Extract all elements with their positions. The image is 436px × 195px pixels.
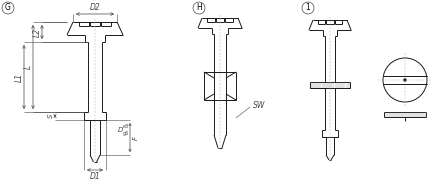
Text: S: S	[48, 114, 54, 118]
Text: F: F	[133, 136, 139, 139]
Text: 1: 1	[306, 4, 310, 12]
Circle shape	[403, 79, 406, 82]
Text: L2: L2	[33, 27, 41, 37]
Text: g6: g6	[123, 131, 129, 136]
Text: L: L	[24, 65, 33, 69]
Text: D1: D1	[90, 172, 100, 181]
Text: H: H	[196, 4, 202, 12]
Text: L1: L1	[14, 72, 24, 82]
Text: D2: D2	[90, 3, 100, 12]
Text: SW: SW	[253, 100, 266, 110]
Text: G: G	[5, 4, 11, 12]
Text: e8: e8	[123, 123, 129, 129]
Text: D: D	[118, 127, 123, 133]
